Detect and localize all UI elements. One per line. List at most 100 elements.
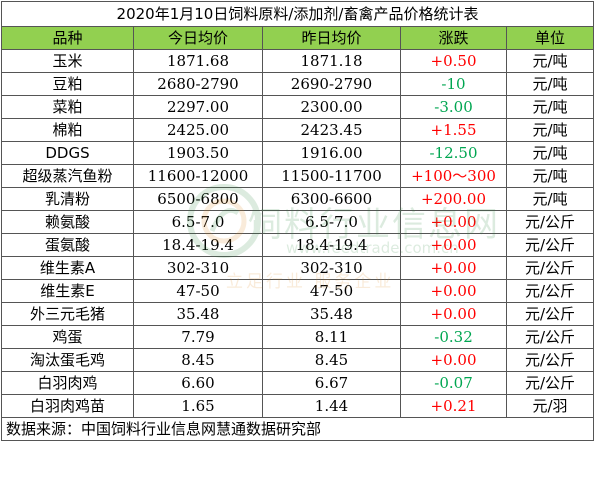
price-change: +0.00 bbox=[400, 279, 507, 303]
price-change: +0.00 bbox=[400, 302, 507, 326]
item-name: 白羽肉鸡苗 bbox=[1, 394, 134, 418]
yesterday-price: 18.4-19.4 bbox=[262, 233, 401, 257]
item-name: 棉粕 bbox=[1, 118, 134, 142]
price-change: +0.00 bbox=[400, 210, 507, 234]
price-unit: 元/吨 bbox=[505, 141, 594, 165]
price-change: +0.00 bbox=[400, 348, 507, 372]
yesterday-price: 8.45 bbox=[262, 348, 401, 372]
table-row: 外三元毛猪 35.48 35.48 +0.00 元/公斤 bbox=[1, 302, 594, 326]
yesterday-price: 2423.45 bbox=[262, 118, 401, 142]
yesterday-price: 47-50 bbox=[262, 279, 401, 303]
today-price: 302-310 bbox=[133, 256, 263, 280]
yesterday-price: 2690-2790 bbox=[262, 72, 401, 96]
yesterday-price: 6.67 bbox=[262, 371, 401, 395]
today-price: 1.65 bbox=[133, 394, 263, 418]
yesterday-price: 11500-11700 bbox=[262, 164, 401, 188]
today-price: 6.5-7.0 bbox=[133, 210, 263, 234]
header-unit: 单位 bbox=[505, 26, 594, 50]
item-name: 乳清粉 bbox=[1, 187, 134, 211]
price-unit: 元/公斤 bbox=[505, 233, 594, 257]
price-unit: 元/吨 bbox=[505, 95, 594, 119]
item-name: 豆粕 bbox=[1, 72, 134, 96]
table-title: 2020年1月10日饲料原料/添加剂/畜禽产品价格统计表 bbox=[0, 1, 594, 27]
item-name: 维生素A bbox=[1, 256, 134, 280]
table-row: 维生素A 302-310 302-310 +0.00 元/公斤 bbox=[1, 256, 594, 280]
item-name: 超级蒸汽鱼粉 bbox=[1, 164, 134, 188]
item-name: 菜粕 bbox=[1, 95, 134, 119]
price-unit: 元/吨 bbox=[505, 187, 594, 211]
price-unit: 元/公斤 bbox=[505, 348, 594, 372]
item-name: 鸡蛋 bbox=[1, 325, 134, 349]
today-price: 18.4-19.4 bbox=[133, 233, 263, 257]
item-name: 玉米 bbox=[1, 49, 134, 73]
table-row: 鸡蛋 7.79 8.11 -0.32 元/公斤 bbox=[1, 325, 594, 349]
table-row: 棉粕 2425.00 2423.45 +1.55 元/吨 bbox=[1, 118, 594, 142]
price-change: -3.00 bbox=[400, 95, 507, 119]
today-price: 6.60 bbox=[133, 371, 263, 395]
today-price: 7.79 bbox=[133, 325, 263, 349]
yesterday-price: 6300-6600 bbox=[262, 187, 401, 211]
header-row: 品种 今日均价 昨日均价 涨跌 单位 bbox=[1, 26, 594, 50]
today-price: 2680-2790 bbox=[133, 72, 263, 96]
yesterday-price: 2300.00 bbox=[262, 95, 401, 119]
item-name: 蛋氨酸 bbox=[1, 233, 134, 257]
today-price: 11600-12000 bbox=[133, 164, 263, 188]
price-unit: 元/公斤 bbox=[505, 302, 594, 326]
table-row: 超级蒸汽鱼粉 11600-12000 11500-11700 +100～300 元/吨 bbox=[1, 164, 594, 188]
price-change: +100～300 bbox=[400, 164, 507, 188]
today-price: 2297.00 bbox=[133, 95, 263, 119]
yesterday-price: 8.11 bbox=[262, 325, 401, 349]
table-row: 玉米 1871.68 1871.18 +0.50 元/吨 bbox=[1, 49, 594, 73]
price-unit: 元/吨 bbox=[505, 49, 594, 73]
today-price: 35.48 bbox=[133, 302, 263, 326]
header-name: 品种 bbox=[1, 26, 134, 50]
item-name: 赖氨酸 bbox=[1, 210, 134, 234]
table-row: 豆粕 2680-2790 2690-2790 -10 元/吨 bbox=[1, 72, 594, 96]
item-name: 淘汰蛋毛鸡 bbox=[1, 348, 134, 372]
price-table: 2020年1月10日饲料原料/添加剂/畜禽产品价格统计表 品种 今日均价 昨日均… bbox=[0, 1, 594, 441]
price-unit: 元/公斤 bbox=[505, 279, 594, 303]
table-row: 菜粕 2297.00 2300.00 -3.00 元/吨 bbox=[1, 95, 594, 119]
price-unit: 元/吨 bbox=[505, 118, 594, 142]
source-row: 数据来源：中国饲料行业信息网慧通数据研究部 bbox=[0, 417, 594, 441]
item-name: 外三元毛猪 bbox=[1, 302, 134, 326]
table-row: 蛋氨酸 18.4-19.4 18.4-19.4 +0.00 元/公斤 bbox=[1, 233, 594, 257]
price-unit: 元/公斤 bbox=[505, 256, 594, 280]
price-change: +200.00 bbox=[400, 187, 507, 211]
table-body: 玉米 1871.68 1871.18 +0.50 元/吨 豆粕 2680-2790 2690-… bbox=[1, 49, 594, 418]
table-row: 赖氨酸 6.5-7.0 6.5-7.0 +0.00 元/公斤 bbox=[1, 210, 594, 234]
today-price: 47-50 bbox=[133, 279, 263, 303]
table-row: 乳清粉 6500-6800 6300-6600 +200.00 元/吨 bbox=[1, 187, 594, 211]
price-unit: 元/羽 bbox=[505, 394, 594, 418]
price-unit: 元/吨 bbox=[505, 72, 594, 96]
price-change: +0.00 bbox=[400, 256, 507, 280]
item-name: 维生素E bbox=[1, 279, 134, 303]
table-row: 白羽肉鸡苗 1.65 1.44 +0.21 元/羽 bbox=[1, 394, 594, 418]
today-price: 6500-6800 bbox=[133, 187, 263, 211]
header-change: 涨跌 bbox=[400, 26, 507, 50]
price-change: -12.50 bbox=[400, 141, 507, 165]
table-row: 淘汰蛋毛鸡 8.45 8.45 +0.00 元/公斤 bbox=[1, 348, 594, 372]
data-source-note: 数据来源：中国饲料行业信息网慧通数据研究部 bbox=[0, 417, 594, 441]
table-row: 白羽肉鸡 6.60 6.67 -0.07 元/公斤 bbox=[1, 371, 594, 395]
price-unit: 元/吨 bbox=[505, 164, 594, 188]
item-name: DDGS bbox=[1, 141, 134, 165]
price-change: -0.32 bbox=[400, 325, 507, 349]
today-price: 8.45 bbox=[133, 348, 263, 372]
yesterday-price: 1916.00 bbox=[262, 141, 401, 165]
yesterday-price: 1.44 bbox=[262, 394, 401, 418]
price-change: +0.21 bbox=[400, 394, 507, 418]
price-change: -0.07 bbox=[400, 371, 507, 395]
price-unit: 元/公斤 bbox=[505, 371, 594, 395]
price-unit: 元/公斤 bbox=[505, 325, 594, 349]
table-row: 维生素E 47-50 47-50 +0.00 元/公斤 bbox=[1, 279, 594, 303]
header-yesterday-price: 昨日均价 bbox=[262, 26, 401, 50]
yesterday-price: 1871.18 bbox=[262, 49, 401, 73]
today-price: 1871.68 bbox=[133, 49, 263, 73]
item-name: 白羽肉鸡 bbox=[1, 371, 134, 395]
price-change: -10 bbox=[400, 72, 507, 96]
today-price: 1903.50 bbox=[133, 141, 263, 165]
price-change: +1.55 bbox=[400, 118, 507, 142]
yesterday-price: 6.5-7.0 bbox=[262, 210, 401, 234]
